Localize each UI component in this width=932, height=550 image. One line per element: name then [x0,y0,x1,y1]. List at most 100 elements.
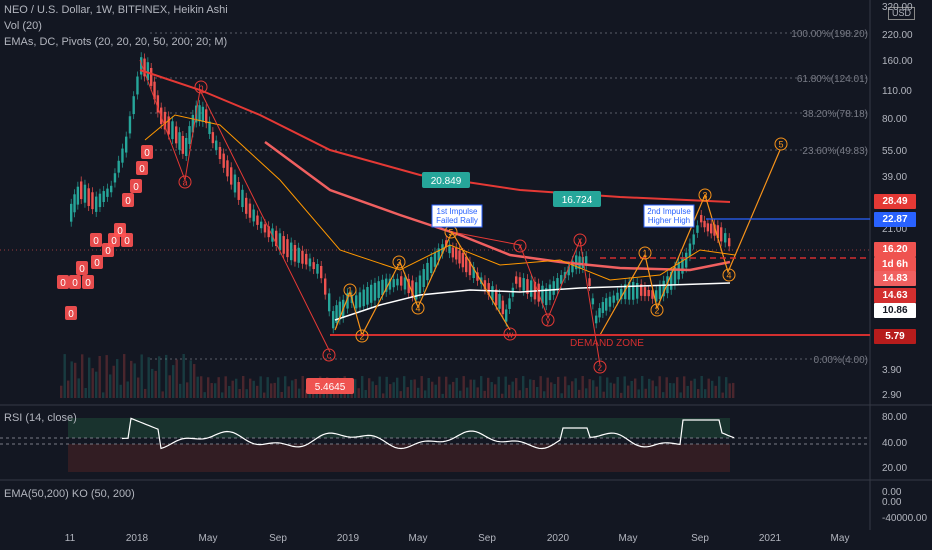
candle-body [373,282,377,301]
volume-bar [109,374,112,398]
candle-body [560,275,563,284]
volume-bar [322,393,325,398]
wave-label-ring [541,313,555,327]
volume-bar [249,378,252,398]
volume-bar [378,376,381,398]
volume-bar [434,384,437,398]
fib-label: 0.00%(4.00) [814,355,868,366]
ha-marker-text: 0 [117,226,123,237]
wave-label-ring [355,329,369,343]
fibonacci-levels: 100.00%(198.20) 61.80%(124.01) 38.20%(78.1… [150,29,870,366]
candle-body [716,225,720,238]
volume-bar [410,379,413,398]
ha-marker-text: 0 [125,196,131,207]
candle-body [710,223,713,234]
wave-label: 1 [343,283,357,297]
candle-body [545,288,548,306]
candle-body [624,284,627,300]
wave-label-ring [322,348,336,362]
candle-body [696,225,699,233]
volume-bar [417,387,420,398]
volume-bar [214,383,217,398]
candle-body [448,244,451,254]
rsi-axis-label: 40.00 [882,438,908,449]
time-axis-label: Sep [691,533,709,544]
volume-bar [616,377,619,398]
fib-label: 23.60%(49.83) [802,146,868,157]
volume-bar [420,376,423,398]
volume-bar [263,392,266,398]
volume-bar [116,359,119,398]
volume-bar [711,380,714,398]
volume-bar [371,381,374,398]
candle-body [102,191,105,203]
volume-bar [235,378,238,398]
candle-body [700,215,703,223]
volume-bar [186,382,189,398]
volume-bar [669,383,672,398]
candle-body [308,258,312,267]
volume-bar [168,375,171,398]
candle-body [156,95,160,113]
wave-label-text: x [578,236,583,246]
candle-body [117,160,120,173]
volume-bar [473,379,476,398]
candle-body [692,234,695,245]
price-axis-label: 320.00 [882,2,913,13]
volume-bar [291,380,294,398]
ko-legend[interactable]: EMA(50,200) KO (50, 200) [4,488,135,500]
candle-body [651,290,654,299]
volume-bar [469,379,472,398]
wave-label: 3 [698,188,712,202]
ema-legend[interactable]: EMAs, DC, Pivots (20, 20, 20, 50, 200; 2… [4,36,228,48]
candle-body [451,247,455,258]
time-axis-label: May [198,533,218,544]
candle-body [132,96,135,115]
ko-axis-label: 0.00 [882,487,902,498]
candle-body [301,250,304,264]
volume-bar [203,392,206,398]
candle-body [455,247,458,260]
wave-label-ring [178,175,192,189]
first-impulse-note-line-1: 1st Impulse [437,207,478,216]
volume-bar [700,376,703,398]
candle-body [278,233,282,251]
candle-body [185,138,188,157]
candle-body [673,266,677,285]
ko-axis-label: -40000.00 [882,513,928,524]
volume-bar [487,377,490,398]
volume-bar [445,376,448,398]
currency-badge[interactable]: USD [888,7,916,20]
volume-bar [543,391,546,398]
ha-marker-text: 0 [68,309,74,320]
volume-bar [585,388,588,398]
rsi-legend[interactable]: RSI (14, close) [4,412,77,424]
volume-bar [567,385,570,398]
wave-label-ring [722,268,736,282]
volume-bar [95,371,98,398]
candle-body [495,289,498,306]
price-axis-label: 2.90 [882,390,902,401]
wave-label-ring [194,80,208,94]
volume-legend[interactable]: Vol (20) [4,20,42,32]
candle-body [670,272,673,290]
price-tag: 16.20 [874,242,916,257]
candle-body [647,289,650,297]
volume-bar [147,357,150,398]
wave-label: 5 [774,137,788,151]
candle-body [248,203,252,218]
candle-body [163,111,167,130]
candle-body [338,301,342,320]
volume-bar [574,378,577,398]
candle-body [275,230,278,247]
candle-body [616,292,619,301]
volume-bar [676,377,679,398]
candle-body [522,278,525,291]
volume-bar [284,376,287,398]
candle-body [125,136,128,153]
wave-label-ring [392,255,406,269]
abc-wave-line [139,59,331,353]
volume-bar [546,377,549,398]
volume-bar [634,378,637,398]
